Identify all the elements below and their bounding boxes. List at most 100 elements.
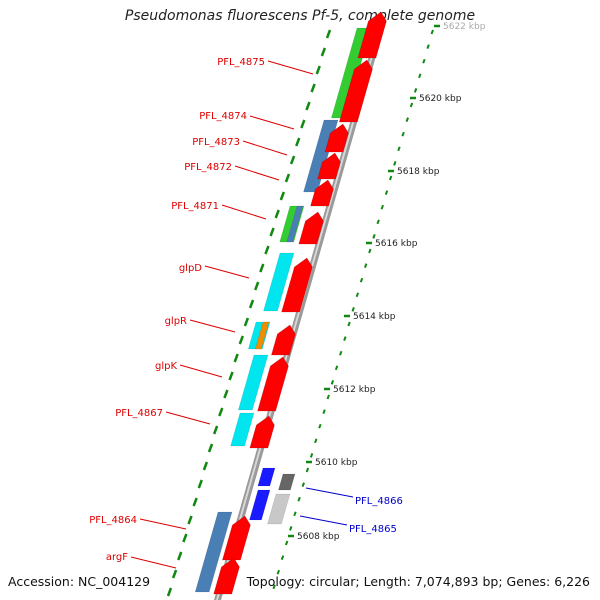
inner-tick — [300, 119, 306, 129]
scale-dot — [418, 73, 422, 79]
inner-tick — [192, 497, 198, 507]
scale-dot — [409, 102, 414, 108]
gene-block — [254, 321, 270, 350]
genome-summary-text: Topology: circular; Length: 7,074,893 bp… — [246, 574, 590, 589]
cds-arrow — [257, 356, 289, 412]
scale-dot — [363, 263, 368, 268]
scale-dot — [284, 540, 289, 546]
inner-tick — [320, 47, 327, 57]
scale-label: 5622 kbp — [443, 22, 486, 32]
scale-dot — [359, 277, 364, 283]
inner-tick — [248, 299, 255, 309]
inner-tick — [197, 479, 203, 489]
scale-dot — [355, 292, 360, 298]
cds-arrow — [338, 59, 373, 123]
gene-block — [237, 354, 269, 411]
cds-arrow — [298, 211, 324, 245]
gene-label: PFL_4864 — [89, 515, 137, 526]
gene-block-blue — [257, 467, 276, 487]
scale-dot — [405, 117, 409, 122]
inner-tick — [305, 101, 311, 111]
inner-tick — [254, 281, 260, 291]
inner-tick — [325, 29, 332, 39]
inner-tick — [315, 65, 321, 75]
gene-label: glpK — [155, 361, 177, 372]
gene-label: PFL_4875 — [217, 57, 265, 68]
inner-tick — [177, 551, 183, 561]
scale-dot — [388, 175, 393, 181]
inner-tick — [207, 443, 214, 453]
leader-line — [189, 319, 236, 333]
scale-dot — [397, 146, 401, 152]
inner-tick — [264, 245, 270, 255]
inner-tick — [218, 407, 224, 417]
scale-dot — [376, 219, 380, 225]
scale-label: 5608 kbp — [297, 532, 340, 542]
scale-dot — [330, 380, 335, 385]
leader-line — [242, 140, 288, 156]
inner-tick — [310, 83, 316, 93]
scale-dot — [280, 555, 285, 560]
inner-tick-ring — [166, 29, 332, 597]
inner-tick — [274, 209, 280, 219]
scale-dot — [276, 569, 280, 575]
inner-tick — [243, 317, 250, 327]
inner-tick — [233, 353, 239, 363]
inner-tick — [238, 335, 244, 345]
inner-tick — [295, 137, 301, 147]
gene-track-right — [249, 467, 296, 525]
scale-label: 5614 kbp — [353, 312, 396, 322]
gene-label: PFL_4871 — [171, 201, 219, 212]
scale-label: 5616 kbp — [375, 239, 418, 249]
scale-dot — [297, 496, 301, 502]
scale-dot — [322, 409, 326, 414]
scale-dot — [293, 511, 297, 517]
scale-label: 5612 kbp — [333, 385, 376, 395]
scale-dot — [314, 438, 318, 444]
scale-dot — [413, 88, 418, 93]
gene-label: PFL_4866 — [355, 496, 403, 507]
scale-dot — [430, 29, 434, 35]
scale-dot — [347, 321, 351, 327]
scale-labels: 5622 kbp 5620 kbp 5618 kbp 5616 kbp 5614 kbp… — [288, 22, 486, 542]
gene-block — [286, 205, 304, 243]
leader-line — [204, 265, 250, 279]
gene-block — [230, 412, 255, 447]
scale-dot — [334, 365, 339, 371]
inner-tick — [223, 389, 229, 399]
scale-dot — [339, 350, 343, 356]
scale-tick-ring — [272, 29, 434, 590]
cds-arrow — [357, 11, 387, 59]
inner-tick — [259, 263, 265, 273]
inner-tick — [187, 515, 193, 525]
cds-arrow — [310, 179, 334, 207]
leader-line — [299, 515, 348, 526]
gene-block-blue — [249, 489, 271, 521]
scale-label: 5620 kbp — [419, 94, 462, 104]
scale-dot — [384, 190, 389, 195]
backbone-highlight — [216, 28, 381, 600]
cds-arrow — [271, 324, 296, 356]
gene-label: glpR — [165, 316, 187, 327]
scale-label: 5618 kbp — [397, 167, 440, 177]
scale-dot — [309, 453, 314, 458]
scale-dot — [289, 526, 293, 531]
gene-block-lightgray — [267, 493, 291, 525]
scale-dot — [372, 234, 376, 239]
inner-tick — [182, 533, 188, 543]
cds-arrow — [249, 415, 275, 449]
gene-labels: PFL_4875 PFL_4874 PFL_4873 PFL_4872 PFL_4871… — [89, 57, 403, 569]
scale-dot — [426, 44, 430, 49]
inner-tick — [228, 371, 234, 381]
scale-dot — [301, 482, 305, 487]
gene-block-gray — [278, 473, 296, 491]
scale-label: 5610 kbp — [315, 458, 358, 468]
scale-dot — [272, 584, 276, 590]
gene-label: glpD — [179, 263, 202, 274]
cds-track — [213, 11, 387, 595]
gene-label: PFL_4865 — [349, 524, 397, 535]
inner-tick — [212, 425, 219, 435]
cds-arrow — [281, 257, 313, 313]
inner-tick — [284, 173, 291, 183]
leader-line — [165, 411, 211, 425]
